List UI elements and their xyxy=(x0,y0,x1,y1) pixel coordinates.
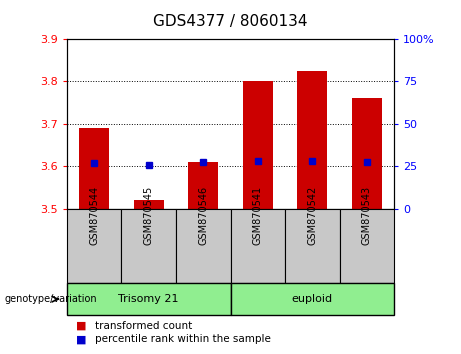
Text: Trisomy 21: Trisomy 21 xyxy=(118,294,179,304)
Text: transformed count: transformed count xyxy=(95,321,192,331)
Bar xyxy=(297,71,327,209)
Text: genotype/variation: genotype/variation xyxy=(5,294,97,304)
Text: GSM870543: GSM870543 xyxy=(362,185,372,245)
Text: GSM870546: GSM870546 xyxy=(198,185,208,245)
Bar xyxy=(79,128,109,209)
Bar xyxy=(285,209,340,283)
Bar xyxy=(67,209,121,283)
Text: GDS4377 / 8060134: GDS4377 / 8060134 xyxy=(153,14,308,29)
Text: percentile rank within the sample: percentile rank within the sample xyxy=(95,334,271,344)
Bar xyxy=(230,283,394,315)
Bar xyxy=(230,209,285,283)
Text: GSM870542: GSM870542 xyxy=(307,185,317,245)
Bar xyxy=(176,209,230,283)
Bar xyxy=(134,200,164,209)
Bar xyxy=(121,209,176,283)
Bar xyxy=(67,283,230,315)
Text: GSM870545: GSM870545 xyxy=(144,185,154,245)
Bar xyxy=(243,81,273,209)
Bar xyxy=(352,98,382,209)
Text: ■: ■ xyxy=(76,334,87,344)
Text: ■: ■ xyxy=(76,321,87,331)
Bar xyxy=(340,209,394,283)
Bar xyxy=(188,162,218,209)
Text: euploid: euploid xyxy=(292,294,333,304)
Text: GSM870544: GSM870544 xyxy=(89,185,99,245)
Text: GSM870541: GSM870541 xyxy=(253,185,263,245)
